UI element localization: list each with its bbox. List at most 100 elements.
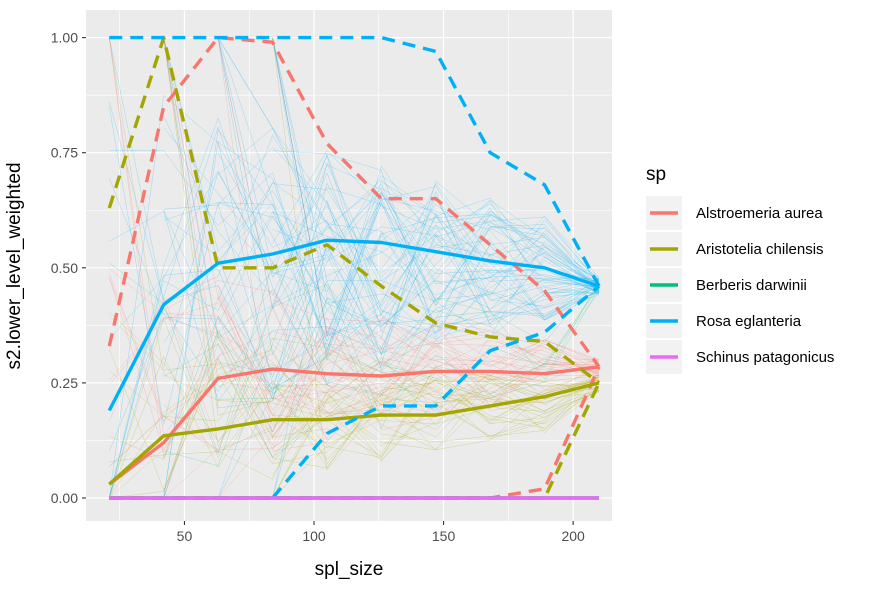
trajectory-line <box>109 94 600 499</box>
trajectory-line <box>272 184 600 303</box>
series-line-mean <box>108 365 600 486</box>
trajectory-line <box>217 192 600 499</box>
trajectory-line <box>163 280 600 376</box>
trajectory-line <box>163 37 600 317</box>
trajectory-line <box>109 37 600 437</box>
x-tick-label: 50 <box>177 528 193 544</box>
y-axis: 0.00 0.25 0.50 0.75 1.00 <box>51 30 86 506</box>
legend-label: Schinus patagonicus <box>696 349 834 366</box>
plot-panel <box>86 10 612 521</box>
trajectory-line <box>109 211 600 499</box>
series-line-upper <box>109 35 601 288</box>
trajectory-line <box>163 284 600 467</box>
trajectory-line <box>163 37 600 426</box>
trajectory-line <box>163 141 600 499</box>
x-axis-title: spl_size <box>315 559 384 580</box>
trajectory-line <box>218 280 600 418</box>
trajectory-line <box>163 349 600 465</box>
trajectory-line <box>272 350 600 437</box>
trajectory-line <box>217 37 600 440</box>
trajectory-line <box>272 375 600 499</box>
trajectory-line <box>109 344 600 440</box>
summary-lines <box>107 35 601 500</box>
series-line-upper <box>107 35 601 368</box>
trajectory-line <box>109 183 600 452</box>
legend-label: Rosa eglanteria <box>696 313 802 330</box>
trajectory-line <box>163 203 600 343</box>
trajectory-line <box>272 150 600 284</box>
trajectory-line <box>272 376 600 443</box>
trajectory-line <box>217 336 600 438</box>
trajectory-line <box>218 363 600 424</box>
trajectory-line <box>217 294 600 400</box>
trajectory-line <box>163 37 600 417</box>
trajectory-line <box>163 334 600 492</box>
trajectory-line <box>272 299 600 368</box>
trajectory-line <box>109 337 600 499</box>
trajectory-line <box>217 37 600 318</box>
trajectory-line <box>272 37 600 367</box>
trajectory-line <box>163 288 600 458</box>
trajectory-line <box>109 216 600 499</box>
trajectory-line <box>109 348 600 491</box>
trajectory-line <box>217 37 600 327</box>
trajectory-line <box>217 37 600 326</box>
series-line-upper <box>107 35 601 385</box>
trajectory-line <box>163 37 600 448</box>
trajectory-line <box>163 319 600 499</box>
trajectory-line <box>217 290 600 416</box>
trajectory-line <box>109 37 600 394</box>
trajectory-line <box>217 285 600 417</box>
trajectory-line <box>109 268 600 400</box>
background-trajectories <box>109 37 600 499</box>
trajectory-line <box>272 37 600 362</box>
trajectory-line <box>218 181 600 374</box>
trajectory-line <box>272 197 600 343</box>
trajectory-line <box>109 337 600 467</box>
trajectory-line <box>109 315 600 457</box>
trajectory-line <box>109 170 600 340</box>
trajectory-line <box>217 215 600 325</box>
trajectory-line <box>109 164 600 338</box>
trajectory-line <box>109 317 600 451</box>
trajectory-line <box>163 187 600 401</box>
trajectory-line <box>109 302 600 415</box>
trajectory-line <box>109 117 600 499</box>
trajectory-line <box>272 37 600 471</box>
legend-label: Alstroemeria aurea <box>696 205 823 222</box>
y-tick-label: 0.00 <box>51 490 78 506</box>
trajectory-line <box>272 330 600 414</box>
trajectory-line <box>217 181 600 315</box>
trajectory-line <box>272 212 600 350</box>
legend-label: Berberis darwinii <box>696 277 807 294</box>
series-line-lower <box>271 284 601 500</box>
legend-items: Alstroemeria aurea Aristotelia chilensis B… <box>646 196 834 374</box>
trajectory-line <box>109 375 600 499</box>
trajectory-line <box>163 126 600 386</box>
trajectory-line <box>272 366 600 499</box>
series-line-lower <box>109 366 601 500</box>
trajectory-line <box>272 207 600 328</box>
trajectory-line <box>109 261 600 455</box>
trajectory-line <box>109 196 600 499</box>
trajectory-line <box>109 296 600 444</box>
trajectory-line <box>272 37 600 303</box>
trajectory-line <box>272 360 600 463</box>
trajectory-line <box>163 155 600 335</box>
y-axis-title: s2.lower_level_weighted <box>4 162 25 369</box>
trajectory-line <box>217 37 600 369</box>
y-tick-label: 0.25 <box>51 375 78 391</box>
legend-title: sp <box>646 164 666 185</box>
x-axis: 50 100 150 200 <box>177 521 585 544</box>
trajectory-line <box>217 152 600 356</box>
trajectory-line <box>217 37 600 386</box>
y-tick-label: 0.75 <box>51 145 78 161</box>
trajectory-line <box>272 380 600 454</box>
trajectory-line <box>163 171 600 367</box>
trajectory-line <box>163 284 600 459</box>
trajectory-line <box>163 325 600 499</box>
trajectory-line <box>272 153 600 340</box>
trajectory-line <box>217 37 600 356</box>
trajectory-line <box>163 116 600 349</box>
